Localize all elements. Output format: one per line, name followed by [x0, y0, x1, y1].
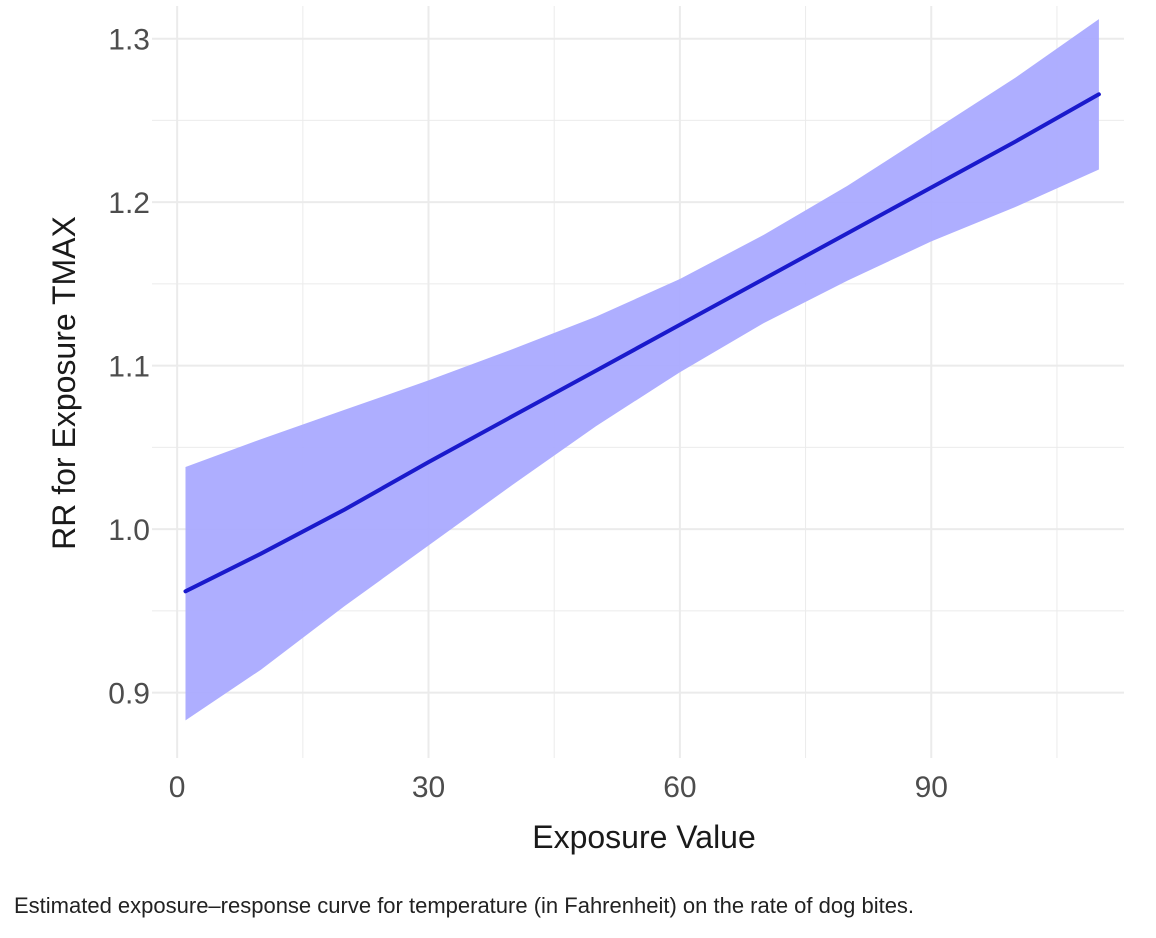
x-tick-label: 90: [915, 771, 948, 804]
y-tick-label: 0.9: [108, 678, 150, 711]
x-tick-label: 30: [412, 771, 445, 804]
y-tick-label: 1.0: [108, 514, 150, 547]
x-tick-labels: 0 30 60 90: [169, 771, 948, 804]
y-axis-title: RR for Exposure TMAX: [46, 216, 82, 550]
exposure-response-chart: 0 30 60 90 0.9 1.0 1.1 1.2 1.3 Exposure Value R…: [46, 6, 1124, 855]
figure-caption: Estimated exposure–response curve for te…: [14, 893, 915, 918]
x-axis-title: Exposure Value: [532, 819, 756, 855]
y-tick-labels: 0.9 1.0 1.1 1.2 1.3: [108, 24, 150, 711]
confidence-band: [185, 19, 1099, 721]
y-tick-label: 1.1: [108, 351, 150, 384]
x-tick-label: 0: [169, 771, 186, 804]
y-tick-label: 1.2: [108, 187, 150, 220]
fitted-line: [183, 92, 1101, 594]
x-tick-label: 60: [663, 771, 696, 804]
y-tick-label: 1.3: [108, 24, 150, 57]
